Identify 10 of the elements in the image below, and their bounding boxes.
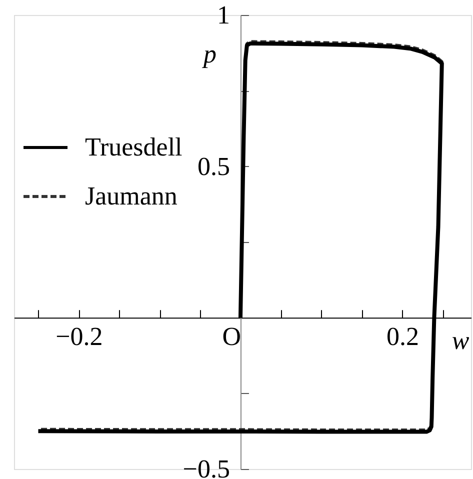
x-tick-label: −0.2 <box>56 322 103 352</box>
x-tick-label: O <box>222 322 241 352</box>
y-axis-title: p <box>201 40 216 68</box>
legend-label: Truesdell <box>85 132 182 162</box>
y-tick-label: −0.5 <box>182 454 230 479</box>
y-tick-label: 0.5 <box>197 152 230 181</box>
x-axis-title: w <box>452 326 470 356</box>
x-tick-label: 0.2 <box>386 322 419 352</box>
y-tick-label: 1 <box>216 0 230 30</box>
legend-label: Jaumann <box>85 181 178 210</box>
